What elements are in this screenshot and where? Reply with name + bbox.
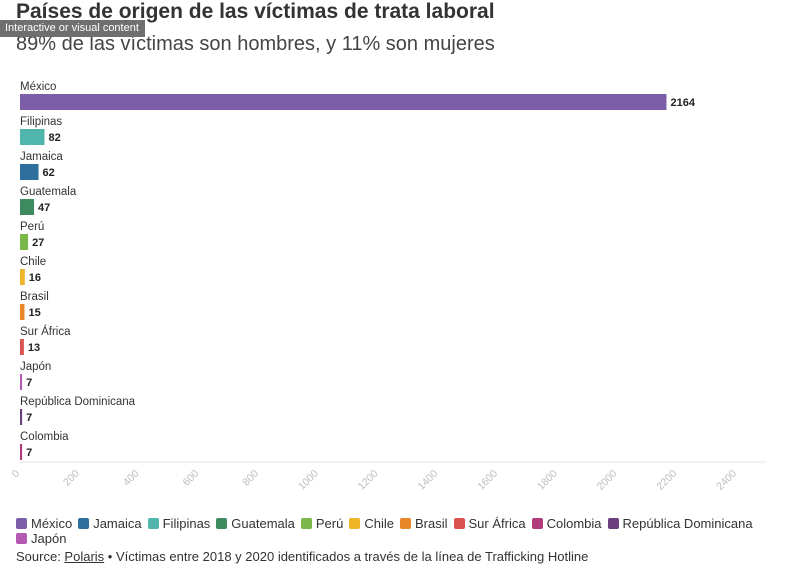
bar	[20, 444, 23, 460]
legend-item: Chile	[349, 516, 394, 531]
source-description: • Víctimas entre 2018 y 2020 identificad…	[104, 549, 589, 564]
bar	[20, 129, 45, 145]
bar-chart: México 2164 Filipinas 82 Jamaica 62 Guatemala 4…	[10, 81, 766, 493]
x-tick-label: 2400	[714, 468, 739, 493]
chart-legend: México Jamaica Filipinas Guatemala Perú Chile…	[16, 516, 792, 546]
bar	[20, 374, 23, 390]
category-label: México	[20, 81, 56, 93]
x-tick-label: 600	[180, 468, 201, 489]
bar	[20, 269, 25, 285]
data-label: 7	[26, 412, 32, 424]
category-label: Filipinas	[20, 116, 62, 128]
legend-swatch	[399, 518, 411, 529]
data-label: 13	[28, 342, 40, 354]
bar	[20, 304, 25, 320]
bar	[20, 234, 29, 250]
legend-swatch	[300, 518, 312, 529]
bar	[20, 164, 39, 180]
category-label: Perú	[20, 221, 44, 233]
category-label: Jamaica	[20, 151, 63, 163]
category-label: Guatemala	[20, 186, 77, 198]
data-label: 7	[26, 377, 32, 389]
source-link[interactable]: Polaris	[64, 549, 105, 564]
legend-label: Guatemala	[231, 516, 295, 531]
x-tick-label: 400	[121, 468, 142, 489]
x-tick-label: 1400	[415, 468, 440, 493]
category-label: Japón	[20, 361, 51, 373]
data-label: 47	[38, 202, 50, 214]
interactive-content-badge: Interactive or visual content	[0, 20, 145, 37]
bar	[20, 199, 35, 215]
legend-item: Brasil	[399, 516, 448, 531]
legend-swatch	[453, 518, 465, 529]
bar	[20, 94, 667, 110]
legend-swatch	[607, 518, 619, 529]
legend-swatch	[349, 518, 361, 529]
data-label: 16	[29, 272, 41, 284]
legend-item: Sur África	[453, 516, 526, 531]
data-label: 27	[32, 237, 44, 249]
legend-item: Perú	[300, 516, 344, 531]
category-label: República Dominicana	[20, 396, 136, 408]
x-tick-label: 800	[240, 468, 261, 489]
bar	[20, 409, 23, 425]
legend-label: México	[31, 516, 73, 531]
data-label: 2164	[670, 97, 695, 109]
legend-label: Colombia	[546, 516, 602, 531]
legend-label: Japón	[31, 531, 67, 546]
x-tick-label: 200	[61, 468, 82, 489]
legend-item: México	[16, 516, 72, 531]
legend-item: Guatemala	[216, 516, 295, 531]
data-label: 7	[26, 447, 32, 459]
legend-swatch	[78, 518, 90, 529]
x-tick-label: 1200	[356, 468, 381, 493]
legend-label: Chile	[364, 516, 394, 531]
legend-label: Perú	[315, 516, 344, 531]
legend-label: Jamaica	[93, 516, 142, 531]
legend-swatch	[216, 518, 228, 529]
chart-subtitle: 89% de las víctimas son hombres, y 11% s…	[16, 33, 495, 55]
legend-label: Filipinas	[162, 516, 211, 531]
legend-swatch	[531, 518, 543, 529]
legend-item: Jamaica	[78, 516, 142, 531]
category-label: Brasil	[20, 291, 49, 303]
legend-label: Brasil	[414, 516, 448, 531]
bar	[20, 339, 24, 355]
legend-swatch	[147, 518, 159, 529]
x-tick-label: 2200	[654, 468, 679, 493]
data-label: 15	[28, 307, 40, 319]
category-label: Chile	[20, 256, 46, 268]
legend-swatch	[16, 533, 27, 544]
legend-item: Japón	[16, 531, 66, 546]
legend-item: República Dominicana	[607, 516, 753, 531]
x-tick-label: 0	[10, 468, 23, 481]
data-label: 82	[48, 132, 60, 144]
x-tick-label: 1600	[475, 468, 500, 493]
legend-item: Colombia	[531, 516, 602, 531]
x-tick-label: 2000	[595, 468, 620, 493]
source-note: Source: Polaris • Víctimas entre 2018 y …	[16, 549, 588, 564]
legend-label: Sur África	[468, 516, 526, 531]
data-label: 62	[43, 167, 55, 179]
source-prefix: Source:	[16, 549, 65, 564]
legend-item: Filipinas	[147, 516, 211, 531]
x-tick-label: 1000	[296, 468, 321, 493]
legend-label: República Dominicana	[622, 516, 753, 531]
x-tick-label: 1800	[535, 468, 560, 493]
category-label: Colombia	[20, 431, 69, 443]
legend-swatch	[16, 518, 27, 529]
chart-title: Países de origen de las víctimas de trat…	[16, 0, 495, 23]
category-label: Sur África	[20, 325, 71, 338]
